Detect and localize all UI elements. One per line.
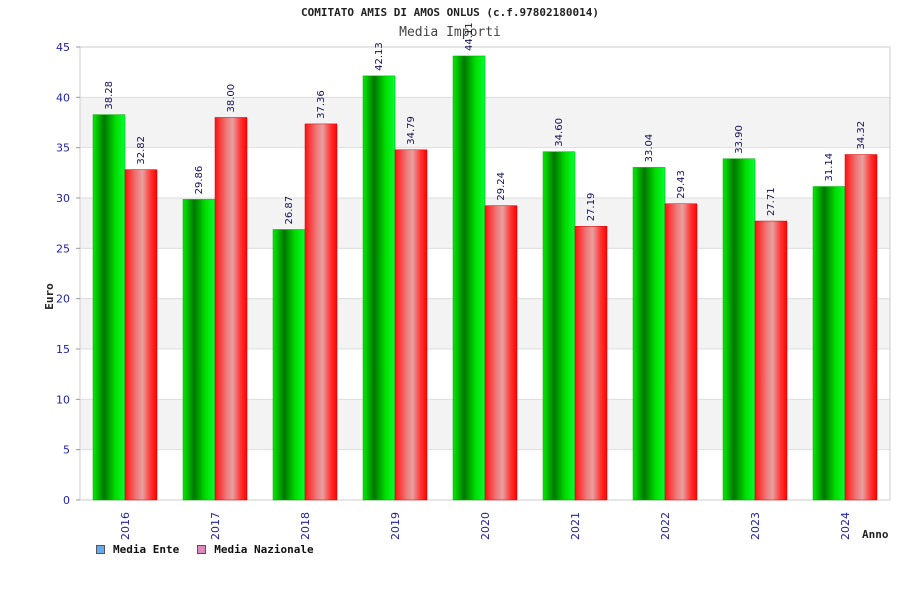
data-label: 29.43 xyxy=(676,170,687,199)
bar-media-ente xyxy=(272,229,306,501)
x-tick-label: 2021 xyxy=(569,512,582,540)
data-label: 26.87 xyxy=(284,196,295,225)
data-label: 34.79 xyxy=(406,116,417,145)
y-tick-label: 5 xyxy=(63,444,70,457)
data-label: 27.71 xyxy=(766,187,777,216)
data-label: 42.13 xyxy=(374,42,385,71)
y-tick-label: 20 xyxy=(56,293,70,306)
bar-media-nazionale xyxy=(304,123,338,501)
legend-swatch-media-nazionale xyxy=(197,545,207,554)
data-label: 29.24 xyxy=(496,172,507,201)
bar-media-ente xyxy=(452,55,486,501)
x-tick-label: 2019 xyxy=(389,512,402,540)
chart-title: COMITATO AMIS DI AMOS ONLUS (c.f.9780218… xyxy=(300,6,599,19)
legend-item-media-nazionale: Media Nazionale xyxy=(197,543,314,556)
data-label: 34.60 xyxy=(554,118,565,147)
x-tick-label: 2022 xyxy=(659,512,672,540)
y-tick-label: 35 xyxy=(56,142,70,155)
bar-media-nazionale xyxy=(484,205,518,501)
data-label: 31.14 xyxy=(824,153,835,182)
data-label: 32.82 xyxy=(136,136,147,165)
y-tick-label: 0 xyxy=(63,494,70,507)
bar-media-ente xyxy=(362,75,396,501)
data-label: 38.00 xyxy=(226,84,237,113)
data-label: 34.32 xyxy=(856,121,867,150)
x-tick-label: 2020 xyxy=(479,512,492,540)
y-tick-label: 25 xyxy=(56,242,70,255)
bar-media-nazionale xyxy=(574,226,608,501)
bar-media-nazionale xyxy=(844,154,878,501)
legend: Media Ente Media Nazionale xyxy=(96,543,314,556)
data-label: 33.04 xyxy=(644,134,655,163)
data-label: 29.86 xyxy=(194,166,205,195)
data-label: 27.19 xyxy=(586,193,597,222)
bar-media-nazionale xyxy=(124,169,158,501)
bar-media-ente xyxy=(542,151,576,501)
x-axis-label: Anno xyxy=(862,528,889,541)
y-tick-label: 10 xyxy=(56,393,70,406)
x-tick-label: 2018 xyxy=(299,512,312,540)
bar-media-ente xyxy=(182,199,216,501)
legend-item-media-ente: Media Ente xyxy=(96,543,179,556)
bar-media-ente xyxy=(632,167,666,501)
data-label: 33.90 xyxy=(734,125,745,154)
bar-media-ente xyxy=(722,158,756,501)
data-label: 38.28 xyxy=(104,81,115,110)
bar-media-nazionale xyxy=(754,220,788,501)
bar-media-nazionale xyxy=(214,117,248,501)
data-label: 44.11 xyxy=(464,22,475,51)
legend-label-media-nazionale: Media Nazionale xyxy=(214,543,314,556)
x-tick-label: 2017 xyxy=(209,512,222,540)
y-tick-label: 45 xyxy=(56,41,70,54)
legend-swatch-media-ente xyxy=(96,545,105,554)
chart-subtitle: Media Importi xyxy=(399,25,501,40)
y-tick-label: 40 xyxy=(56,91,70,104)
bar-media-ente xyxy=(92,114,126,501)
x-tick-label: 2024 xyxy=(839,512,852,540)
y-tick-label: 30 xyxy=(56,192,70,205)
bar-media-ente xyxy=(812,186,846,501)
x-tick-label: 2016 xyxy=(119,512,132,540)
data-label: 37.36 xyxy=(316,90,327,119)
x-tick-label: 2023 xyxy=(749,512,762,540)
bar-media-nazionale xyxy=(664,203,698,501)
bar-media-nazionale xyxy=(394,149,428,501)
legend-label-media-ente: Media Ente xyxy=(113,543,180,556)
y-tick-label: 15 xyxy=(56,343,70,356)
